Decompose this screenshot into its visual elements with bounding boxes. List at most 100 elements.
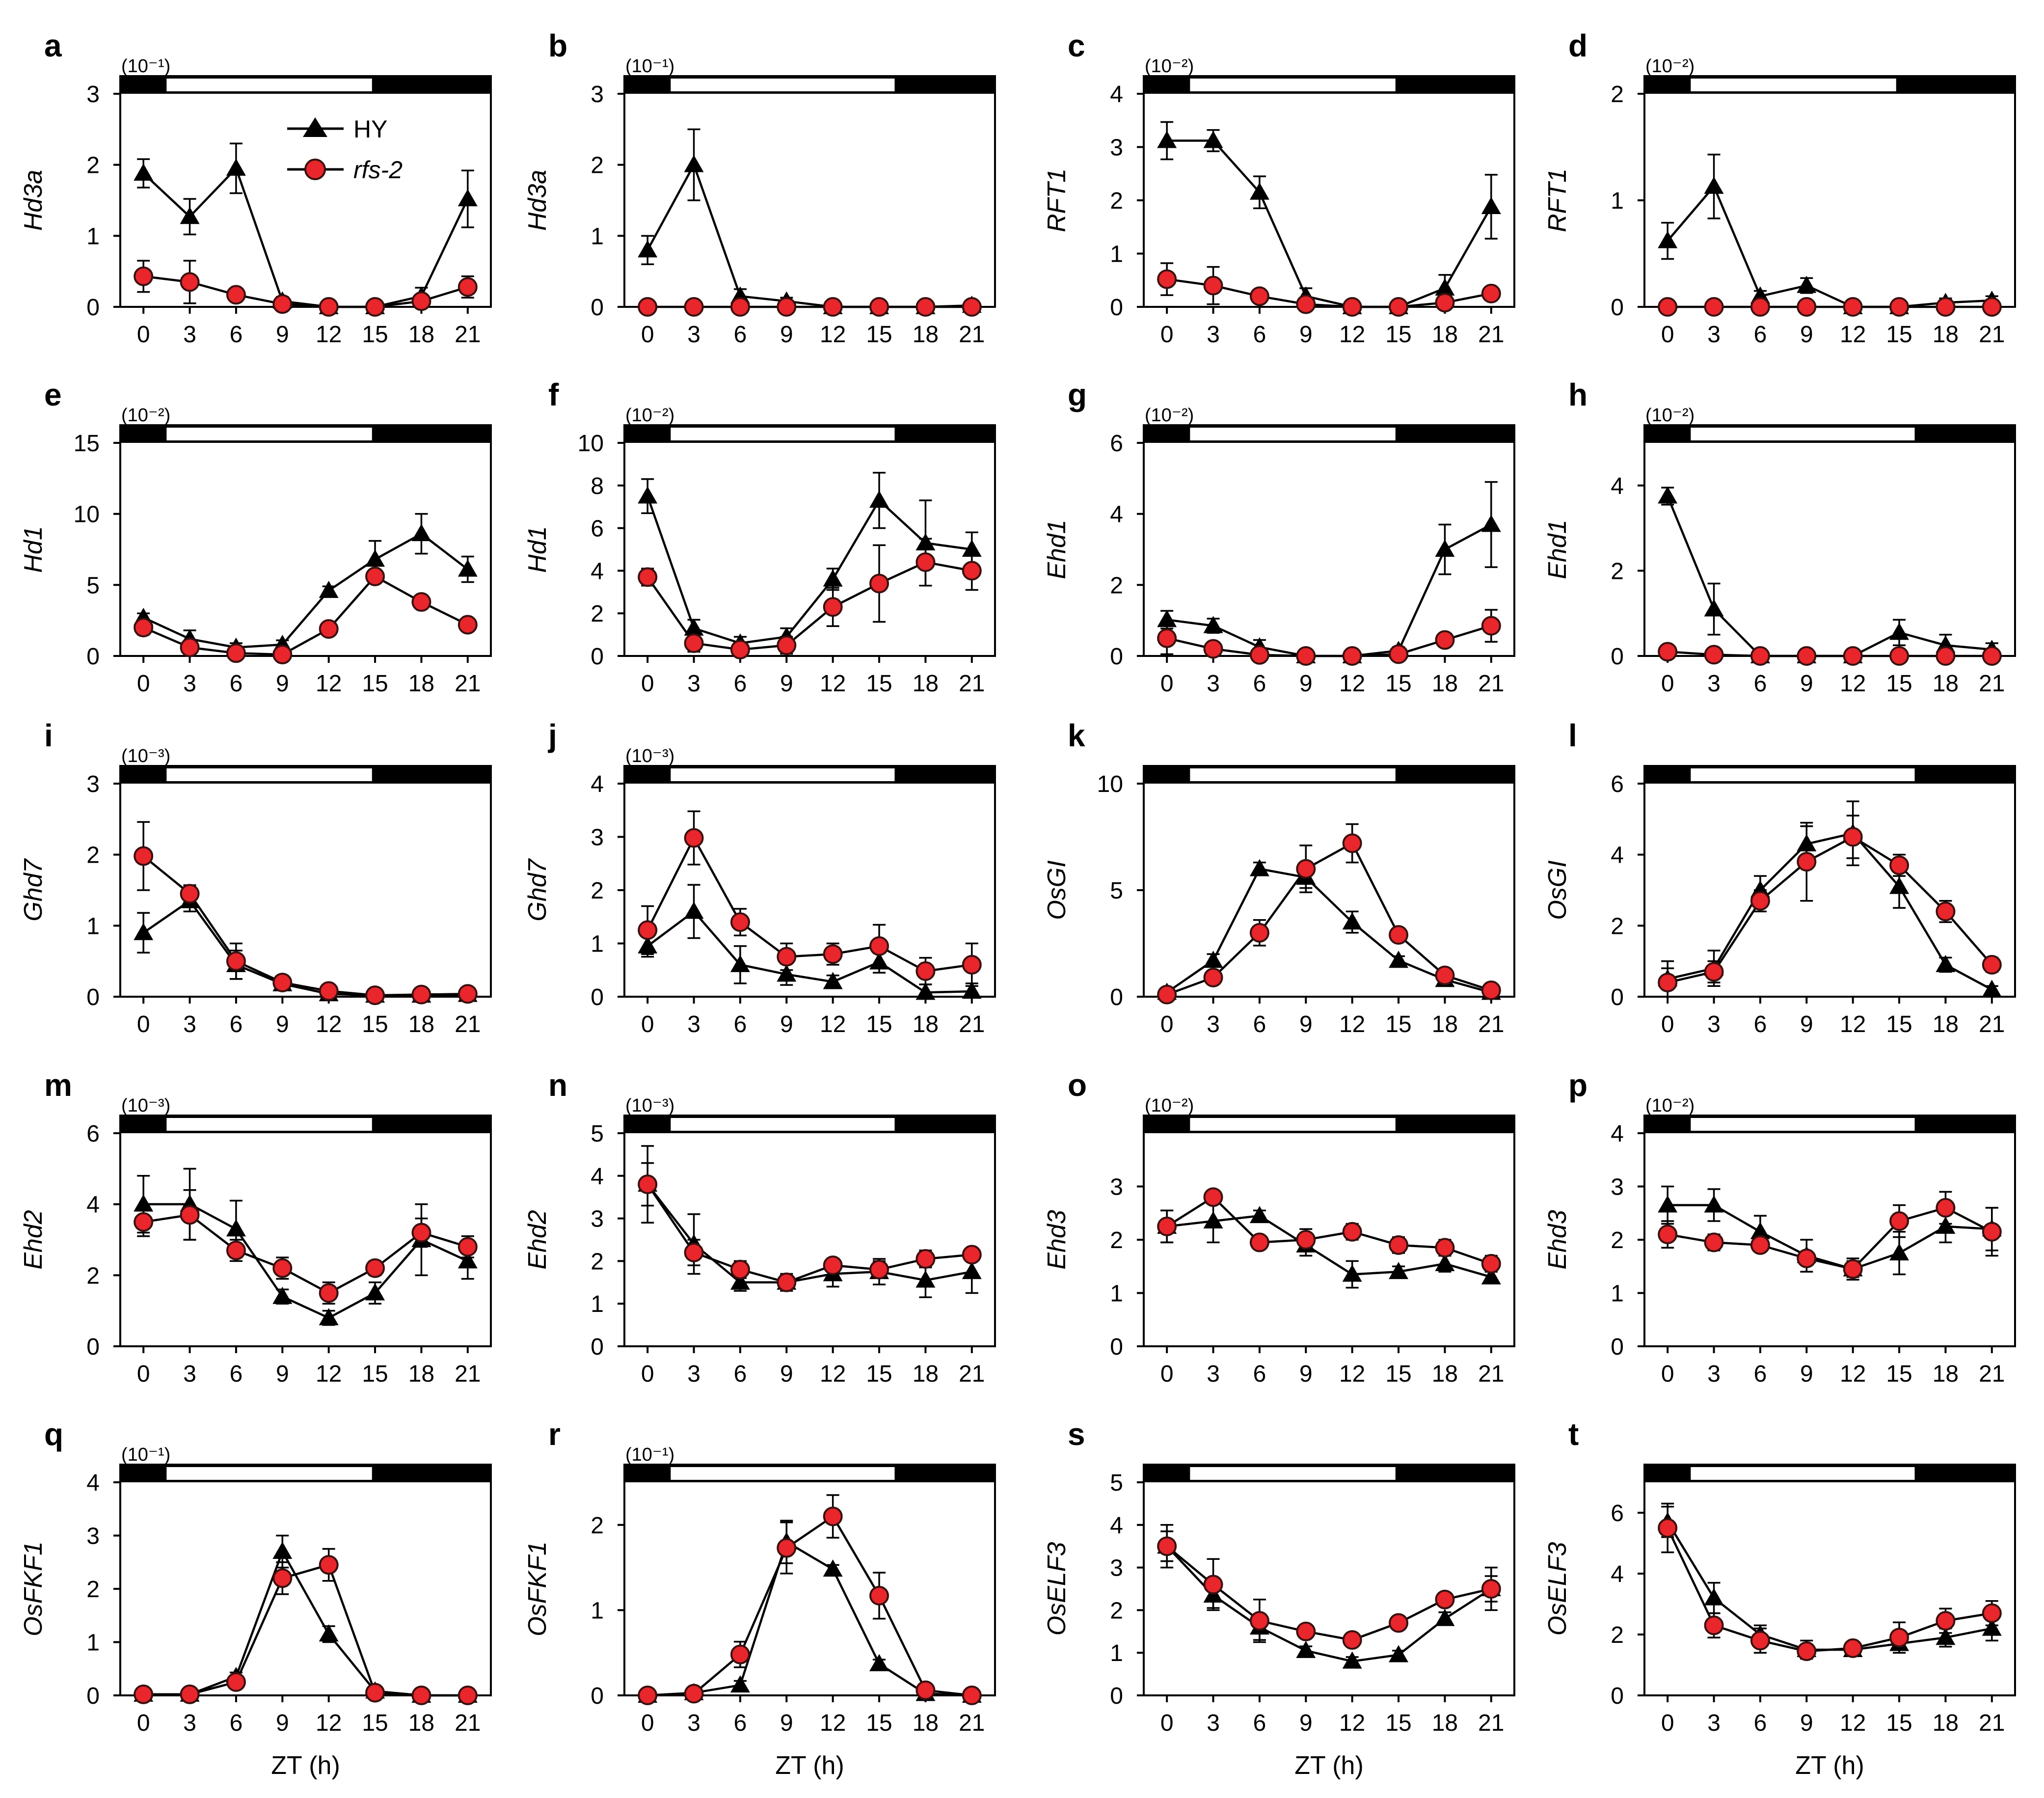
series-hy <box>1661 487 1998 657</box>
x-tick-label: 0 <box>137 322 150 348</box>
x-tick-label: 9 <box>780 1710 793 1736</box>
rfs-point <box>1658 1225 1678 1245</box>
y-tick-label: 4 <box>1110 1513 1123 1539</box>
x-tick-label: 6 <box>1253 1011 1266 1037</box>
markers-rfs <box>638 297 982 317</box>
x-tick-label: 6 <box>1754 1361 1767 1387</box>
hy-point <box>1982 1618 2002 1636</box>
hy-point <box>457 189 478 207</box>
y-tick-label: 4 <box>1110 502 1123 528</box>
x-tick-label: 3 <box>687 671 700 697</box>
rfs-point <box>638 297 658 317</box>
rfs-point <box>638 1686 658 1705</box>
plot-frame <box>1643 75 2016 308</box>
y-tick-label: 2 <box>86 1263 100 1289</box>
x-tick-label: 18 <box>913 671 939 697</box>
series-hy <box>647 1520 972 1697</box>
rfs-point <box>272 1258 293 1278</box>
rfs-point <box>1203 1575 1223 1595</box>
hy-point <box>823 972 843 989</box>
y-tick-label: 2 <box>86 843 100 869</box>
x-tick-label: 21 <box>1478 322 1504 348</box>
rfs-point <box>730 912 750 932</box>
plot-frame <box>119 1464 492 1696</box>
y-axis-label: Ehd3 <box>1543 1210 1572 1270</box>
x-tick-label: 6 <box>230 1361 243 1387</box>
plot-frame <box>623 1464 996 1696</box>
x-tick-label: 6 <box>1754 1710 1767 1736</box>
panel-letter: o <box>1068 1067 1087 1103</box>
x-tick-label: 3 <box>1707 1710 1721 1736</box>
x-tick-label: 6 <box>1253 1361 1266 1387</box>
x-tick-label: 6 <box>230 322 243 348</box>
x-tick-label: 3 <box>1707 1361 1721 1387</box>
rfs-point <box>365 1258 385 1278</box>
x-tick-label: 15 <box>1886 1361 1912 1387</box>
hy-point <box>134 923 154 940</box>
series-line <box>142 855 468 997</box>
panel-letter: f <box>548 377 559 412</box>
markers-rfs <box>1658 297 2002 317</box>
x-tick-label: 6 <box>734 1011 747 1037</box>
x-tick-label: 21 <box>1478 1361 1504 1387</box>
rfs-point <box>1936 646 1956 666</box>
x-tick-label: 18 <box>1933 1361 1959 1387</box>
legend-rfs-marker <box>304 159 326 180</box>
y-tick-label: 3 <box>1110 1555 1123 1581</box>
hy-point <box>1936 1216 1956 1234</box>
y-tick-label: 3 <box>591 825 604 851</box>
rfs-point <box>1658 973 1678 993</box>
series-rfs <box>137 1548 468 1697</box>
x-tick-label: 18 <box>408 1710 434 1736</box>
y-tick-label: 1 <box>86 913 100 939</box>
x-tick-label: 6 <box>1253 1710 1266 1736</box>
rfs-point <box>1296 1621 1316 1641</box>
x-tick-label: 18 <box>1432 1710 1458 1736</box>
rfs-point <box>962 297 982 317</box>
x-tick-label: 15 <box>362 1710 388 1736</box>
x-tick-label: 0 <box>1160 671 1174 697</box>
hy-point <box>823 1559 843 1577</box>
x-tick-label: 0 <box>1160 1361 1174 1387</box>
hy-point <box>411 524 431 542</box>
rfs-point <box>365 985 385 1006</box>
rfs-point <box>869 1259 889 1280</box>
hy-point <box>1481 197 1501 215</box>
scale-label: (10⁻²) <box>1645 56 1694 77</box>
hy-point <box>1797 275 1817 293</box>
x-tick-label: 21 <box>455 1710 481 1736</box>
x-tick-label: 21 <box>959 1710 985 1736</box>
hy-point <box>730 1272 750 1290</box>
panel-letter: l <box>1568 718 1577 753</box>
hy-point <box>638 240 658 258</box>
x-tick-label: 18 <box>408 322 434 348</box>
x-tick-label: 15 <box>866 671 892 697</box>
hy-point <box>1342 1651 1362 1669</box>
hy-point <box>457 1251 478 1269</box>
x-tick-label: 9 <box>1800 1361 1813 1387</box>
y-tick-label: 0 <box>1611 644 1624 670</box>
light-period-bar <box>1190 1467 1396 1480</box>
markers-rfs <box>134 846 478 1006</box>
x-tick-label: 15 <box>866 322 892 348</box>
x-tick-label: 15 <box>866 1011 892 1037</box>
light-period-bar <box>1190 768 1396 781</box>
y-tick-label: 0 <box>1110 295 1123 321</box>
panel-letter: n <box>548 1067 567 1103</box>
series-line <box>142 899 468 997</box>
panel-g: g (10⁻²) 0 2 4 6 0 3 6 9 12 15 18 21 Ehd1 <box>1043 377 1515 697</box>
rfs-point <box>134 1212 154 1232</box>
y-tick-label: 3 <box>1110 135 1123 161</box>
hy-point <box>1249 182 1269 200</box>
x-tick-label: 6 <box>1253 322 1266 348</box>
x-tick-label: 18 <box>408 671 434 697</box>
markers-rfs <box>134 566 478 665</box>
plot-frame <box>1143 1115 1515 1347</box>
y-axis-label: Ehd3 <box>1043 1210 1071 1270</box>
x-tick-label: 3 <box>183 1361 196 1387</box>
x-tick-label: 9 <box>1299 1011 1313 1037</box>
